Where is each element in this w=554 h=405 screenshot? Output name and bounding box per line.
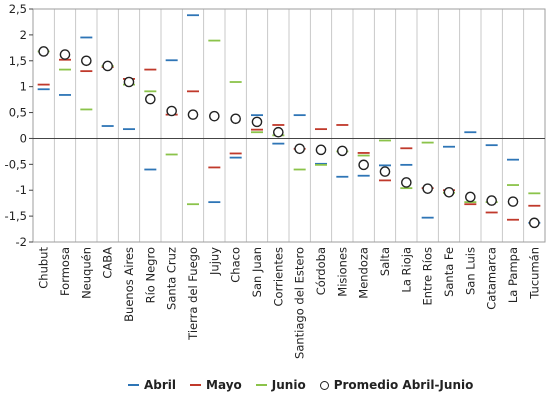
x-tick-label: Chaco: [229, 247, 243, 283]
x-tick-label: Santiago del Estero: [293, 247, 307, 359]
point-promedio-abril-junio: [123, 76, 135, 88]
x-tick-label: Neuquén: [79, 247, 93, 299]
point-promedio-abril-junio: [507, 196, 519, 207]
y-tick-label: 1: [20, 80, 27, 94]
point-promedio-abril-junio: [230, 113, 241, 125]
x-tick-label: Catamarca: [485, 247, 499, 310]
point-promedio-abril-junio: [529, 217, 540, 229]
y-tick-label: 1,5: [9, 54, 27, 68]
x-tick-label: Entre Ríos: [421, 247, 435, 305]
point-promedio-abril-junio: [251, 116, 263, 128]
legend-swatch: [190, 384, 202, 386]
point-promedio-abril-junio: [273, 126, 284, 138]
x-tick-label: Santa Cruz: [165, 247, 179, 310]
x-tick-label: Tucumán: [527, 247, 541, 300]
point-promedio-abril-junio: [145, 93, 156, 105]
y-tick-label: 0,5: [9, 106, 27, 120]
y-tick-label: -1: [16, 183, 27, 197]
y-tick-label: 2: [20, 28, 27, 42]
chart-legend: Abril Mayo Junio Promedio Abril-Junio: [128, 378, 473, 392]
x-tick-label: Misiones: [335, 247, 349, 297]
x-tick-label: La Pampa: [506, 247, 520, 303]
legend-item-abril: Abril: [128, 378, 176, 392]
legend-item-junio: Junio: [255, 378, 306, 392]
legend-swatch: [128, 384, 139, 386]
legend-item-promedio-abril-junio: Promedio Abril-Junio: [319, 378, 474, 392]
legend-item-mayo: Mayo: [190, 378, 242, 392]
x-tick-label: Chubut: [37, 247, 51, 289]
legend-swatch: [255, 384, 267, 386]
point-promedio-abril-junio: [166, 105, 177, 117]
point-promedio-abril-junio: [294, 143, 305, 155]
x-tick-label: Formosa: [58, 247, 72, 296]
plot-frame: [32, 8, 546, 243]
point-promedio-abril-junio: [81, 55, 92, 67]
x-tick-label: Salta: [378, 247, 392, 276]
y-tick-label: -0,5: [5, 157, 27, 171]
x-tick-label: San Juan: [250, 247, 264, 297]
point-promedio-abril-junio: [337, 145, 348, 157]
legend-label: Abril: [144, 378, 177, 392]
point-promedio-abril-junio: [422, 183, 433, 194]
x-tick-label: Tierra del Fuego: [186, 247, 200, 341]
x-tick-label: Buenos Aires: [122, 247, 136, 322]
legend-label: Junio: [271, 378, 306, 392]
x-tick-label: San Luis: [463, 247, 477, 295]
point-promedio-abril-junio: [315, 144, 327, 156]
point-promedio-abril-junio: [59, 49, 71, 60]
x-tick-label: Córdoba: [314, 247, 328, 295]
y-tick-label: 2,5: [9, 2, 27, 16]
point-promedio-abril-junio: [187, 109, 199, 120]
y-tick-label: 0: [20, 131, 27, 145]
point-promedio-abril-junio: [358, 159, 369, 171]
x-tick-label: CABA: [101, 247, 115, 279]
point-promedio-abril-junio: [486, 195, 497, 206]
x-tick-label: Corrientes: [271, 247, 285, 306]
legend-label: Promedio Abril-Junio: [333, 378, 474, 392]
y-tick-label: -2: [16, 235, 27, 249]
point-promedio-abril-junio: [102, 60, 113, 72]
legend-label: Mayo: [206, 378, 242, 392]
x-tick-label: La Rioja: [399, 247, 413, 293]
legend-swatch: [319, 380, 329, 390]
point-promedio-abril-junio: [443, 186, 455, 198]
x-tick-label: Mendoza: [357, 247, 371, 299]
point-promedio-abril-junio: [379, 166, 391, 177]
x-tick-label: Río Negro: [143, 247, 157, 303]
x-tick-label: Santa Fe: [442, 247, 456, 297]
point-promedio-abril-junio: [209, 110, 220, 122]
y-tick-label: -1,5: [5, 209, 27, 223]
point-promedio-abril-junio: [401, 177, 412, 188]
point-promedio-abril-junio: [38, 46, 49, 57]
x-tick-label: Jujuy: [207, 247, 221, 276]
point-promedio-abril-junio: [465, 191, 476, 203]
